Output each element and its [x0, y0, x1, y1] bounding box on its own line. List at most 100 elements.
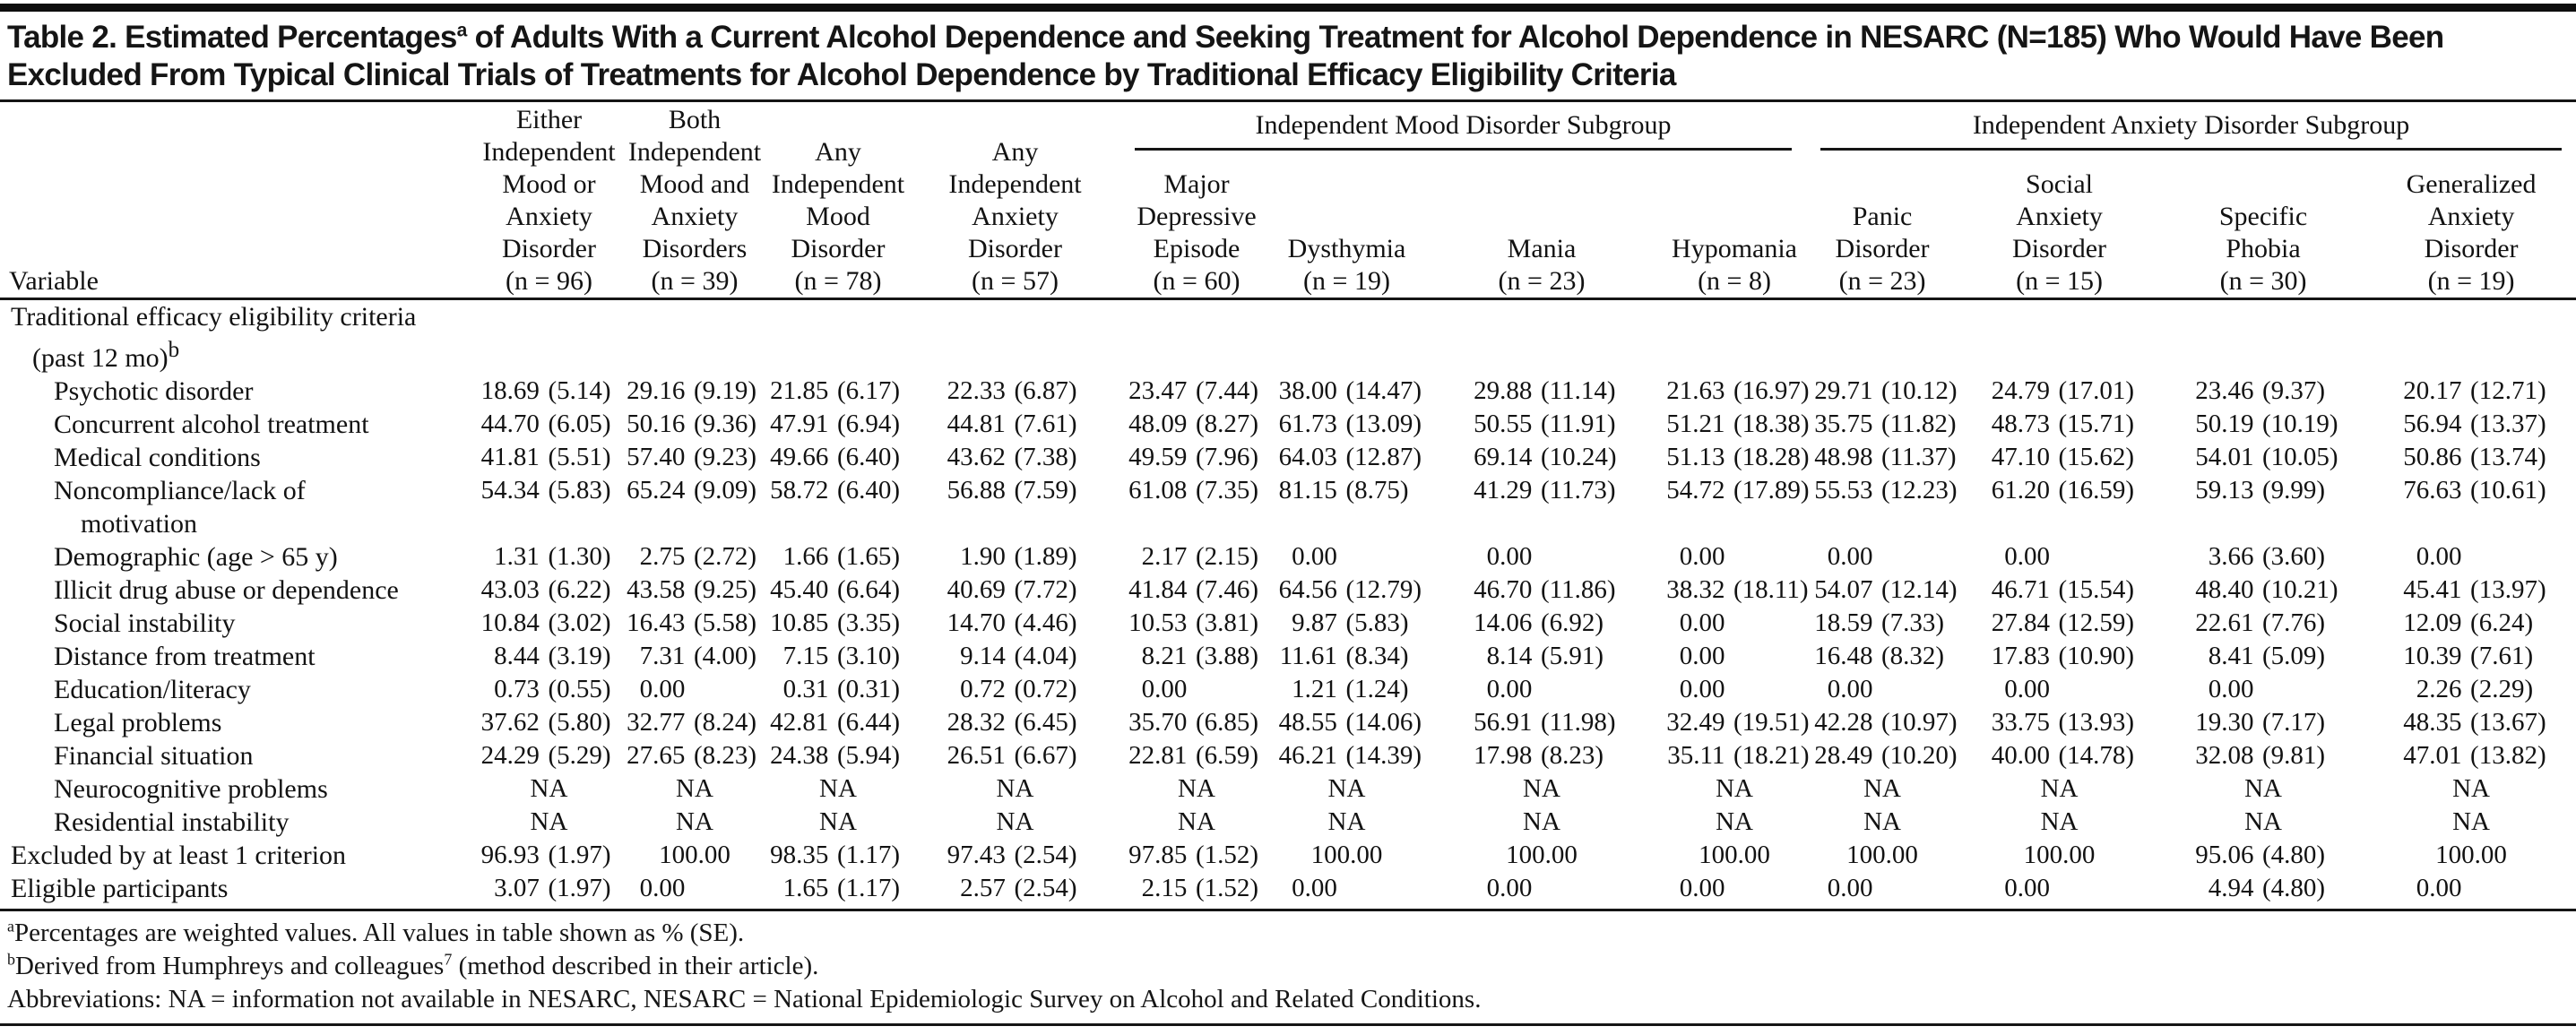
cell-percent: 81.15: [1278, 476, 1337, 505]
column-header: Social Anxiety Disorder (n = 15): [1958, 155, 2161, 301]
column-group-label: Independent Anxiety Disorder Subgroup: [1820, 109, 2563, 151]
column-n-count: (n = 39): [651, 266, 739, 296]
cell-percent: 56.88: [947, 476, 1006, 505]
cell-standard-error: (13.37): [2470, 410, 2546, 438]
cell-standard-error: (17.01): [2058, 376, 2135, 405]
data-cell: 21.63 (16.97): [1663, 375, 1809, 408]
row-label: Residential instability: [0, 806, 475, 839]
column-header-line: Mania: [1507, 234, 1577, 263]
cell-percent: 61.73: [1278, 410, 1337, 438]
data-cell: 44.81 (7.61): [910, 408, 1120, 441]
column-header-line: Both: [668, 105, 722, 134]
cell-percent: 18.69: [480, 376, 540, 405]
cell-standard-error: (7.38): [1014, 443, 1077, 471]
cell-standard-error: (6.59): [1195, 741, 1259, 770]
cell-percent: 51.13: [1666, 443, 1725, 471]
cell-value: 0.00: [1806, 540, 1958, 574]
cell-standard-error: [2461, 540, 2552, 574]
cell-percent: 45.40: [770, 575, 829, 604]
cell-value-centered: NA: [2040, 774, 2079, 803]
table-row: Psychotic disorder 18.69 (5.14) 29.16 (9.19)…: [0, 375, 2576, 408]
data-cell: [2366, 299, 2576, 375]
cell-value-centered: NA: [2452, 774, 2490, 803]
cell-percent: 0.00: [1486, 874, 1533, 902]
cell-standard-error: (12.87): [1345, 443, 1422, 471]
data-cell: 0.00: [1663, 640, 1806, 673]
cell-standard-error: (10.90): [2058, 642, 2135, 670]
data-cell: 50.55 (11.91): [1421, 408, 1663, 441]
title-divider: [0, 99, 2576, 102]
cell-value: 100.00: [623, 839, 766, 872]
cell-value: NA: [1958, 772, 2160, 806]
cell-value-centered: NA: [1327, 774, 1366, 803]
cell-standard-error: (10.19): [2262, 410, 2338, 438]
data-cell: 48.98 (11.37): [1806, 441, 1958, 474]
data-cell: 61.20 (16.59): [1958, 474, 2160, 540]
row-label: Excluded by at least 1 criterion: [0, 839, 475, 872]
cell-value: 0.00: [1806, 872, 1958, 905]
cell-standard-error: (18.21): [1733, 741, 1810, 770]
cell-standard-error: (7.17): [2262, 708, 2326, 737]
cell-value: 58.72 (6.40): [766, 474, 910, 507]
cell-value: 14.06 (6.92): [1421, 607, 1663, 640]
cell-value: 48.98 (11.37): [1806, 441, 1958, 474]
data-cell: 54.34 (5.83): [475, 474, 623, 540]
cell-percent: 2.75: [639, 542, 686, 571]
cell-value: 43.03 (6.22): [475, 574, 623, 607]
cell-value-centered: NA: [530, 774, 568, 803]
row-label-line: Medical conditions: [54, 443, 261, 472]
data-cell: 56.94 (13.37): [2366, 408, 2576, 441]
cell-standard-error: (4.00): [693, 642, 757, 670]
cell-standard-error: (7.33): [1881, 608, 1945, 637]
cell-value: 29.16 (9.19): [623, 375, 766, 408]
cell-value: 54.07 (12.14): [1806, 574, 1958, 607]
data-cell: 44.70 (6.05): [475, 408, 623, 441]
data-cell: [1958, 299, 2160, 375]
cell-value-centered: NA: [1523, 774, 1560, 803]
cell-percent: 1.66: [782, 542, 829, 571]
data-cell: [1120, 299, 1273, 375]
column-n-count: (n = 78): [794, 266, 882, 296]
data-cell: 2.57 (2.54): [910, 872, 1120, 911]
cell-value: 0.31 (0.31): [766, 673, 910, 706]
cell-percent: 8.14: [1486, 642, 1533, 670]
cell-value: 97.43 (2.54): [910, 839, 1120, 872]
cell-percent: 65.24: [627, 476, 686, 505]
column-group-header: Independent Anxiety Disorder Subgroup: [1806, 104, 2576, 155]
data-cell: 46.71 (15.54): [1958, 574, 2160, 607]
data-cell: 45.40 (6.64): [766, 574, 910, 607]
data-cell: 0.72 (0.72): [910, 673, 1120, 706]
data-cell: NA: [1273, 772, 1421, 806]
cell-value: 23.46 (9.37): [2160, 375, 2366, 408]
footnote-superscript: a: [7, 917, 14, 936]
data-cell: 28.49 (10.20): [1806, 739, 1958, 772]
cell-standard-error: (5.29): [548, 741, 611, 770]
column-header-line: Generalized: [2406, 169, 2537, 199]
data-cell: [910, 299, 1120, 375]
cell-percent: 0.00: [1486, 675, 1533, 703]
data-cell: [1421, 299, 1663, 375]
cell-value: NA: [910, 772, 1120, 806]
cell-percent: 51.21: [1666, 410, 1725, 438]
cell-percent: 1.31: [494, 542, 540, 571]
cell-standard-error: (6.87): [1014, 376, 1077, 405]
row-label-line: Concurrent alcohol treatment: [54, 410, 369, 439]
cell-standard-error: (13.67): [2470, 708, 2546, 737]
cell-value: 54.34 (5.83): [475, 474, 623, 507]
column-header-line: Mood or: [502, 169, 596, 199]
column-header-line: Episode: [1153, 234, 1240, 263]
data-cell: 97.43 (2.54): [910, 839, 1120, 872]
cell-percent: 46.21: [1278, 741, 1337, 770]
cell-percent: 4.94: [2208, 874, 2254, 902]
cell-percent: 43.62: [947, 443, 1006, 471]
column-header-line: Depressive: [1137, 202, 1257, 231]
data-cell: 0.00: [1806, 872, 1959, 911]
cell-standard-error: (1.52): [1195, 841, 1259, 869]
cell-value: 47.10 (15.62): [1958, 441, 2160, 474]
cell-value: 0.00: [1958, 872, 2160, 905]
cell-percent: 9.14: [960, 642, 1006, 670]
cell-standard-error: (15.71): [2058, 410, 2135, 438]
data-cell: 2.15 (1.52): [1120, 872, 1273, 911]
cell-value: 43.62 (7.38): [910, 441, 1120, 474]
cell-percent: 24.38: [770, 741, 829, 770]
